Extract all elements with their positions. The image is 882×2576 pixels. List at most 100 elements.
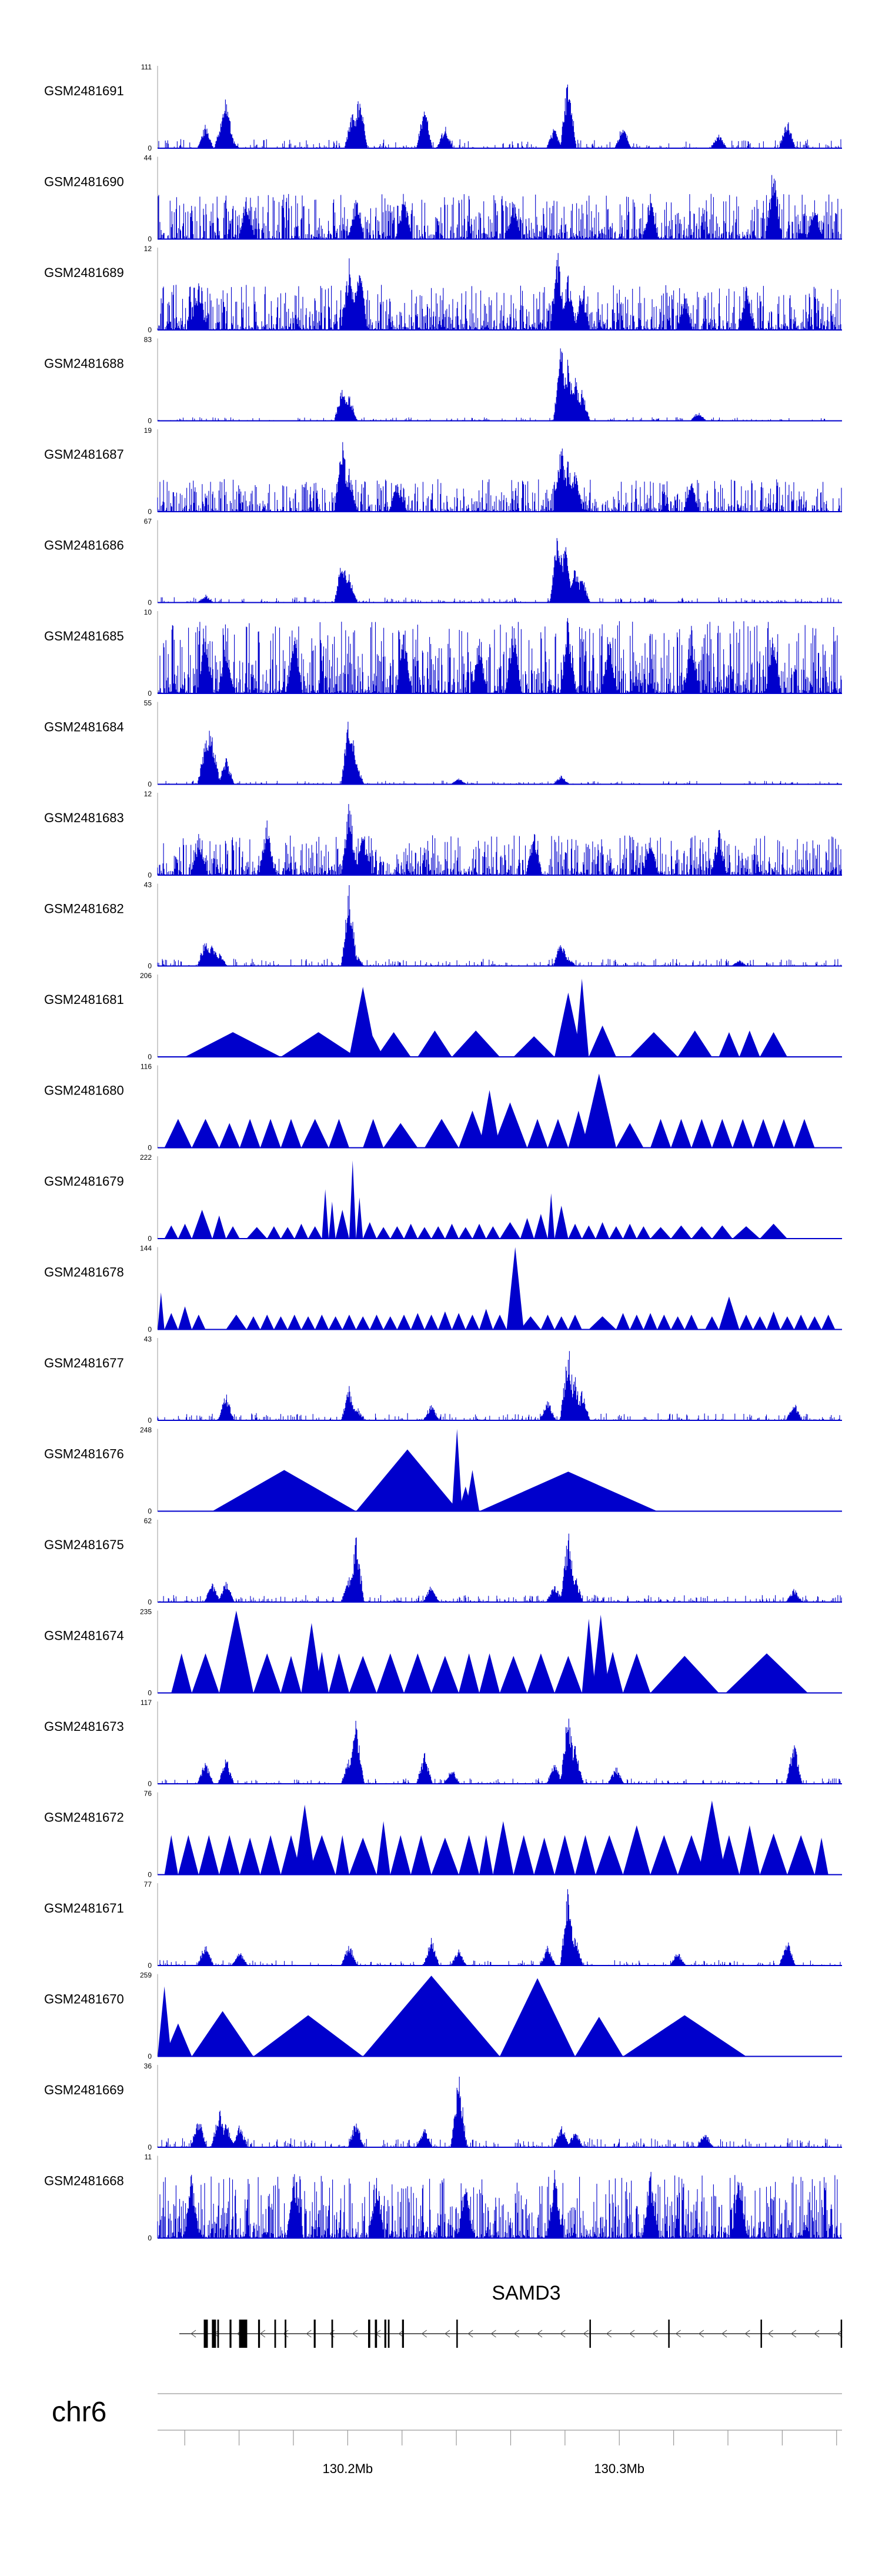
coverage-peak bbox=[356, 1030, 384, 1057]
track-ymax-label: 11 bbox=[145, 2153, 152, 2161]
coverage-peak bbox=[301, 1623, 322, 1693]
track-ymin-label: 0 bbox=[148, 599, 152, 607]
coverage-peak bbox=[691, 1226, 712, 1239]
strand-arrow bbox=[513, 2330, 520, 2338]
coverage-peak bbox=[239, 1119, 260, 1148]
coverage-peak bbox=[219, 1835, 240, 1875]
track-name: GSM2481687 bbox=[44, 447, 124, 462]
coverage-signal bbox=[161, 538, 839, 603]
coverage-peak bbox=[575, 1835, 596, 1875]
exon bbox=[285, 2320, 286, 2348]
coverage-peak bbox=[554, 992, 582, 1057]
coverage-peak bbox=[814, 1837, 828, 1875]
coverage-track: GSM2481690 44 0 bbox=[44, 154, 842, 243]
coverage-peak bbox=[164, 1835, 178, 1875]
track-name: GSM2481684 bbox=[44, 720, 124, 735]
coverage-peak bbox=[739, 1825, 760, 1875]
coverage-peak bbox=[198, 1835, 219, 1875]
exon bbox=[203, 2320, 208, 2348]
coverage-peak bbox=[417, 1227, 432, 1239]
coverage-peak bbox=[431, 1656, 459, 1693]
coverage-peak bbox=[363, 1222, 377, 1239]
track-ymin-label: 0 bbox=[148, 1598, 152, 1606]
track-ymin-label: 0 bbox=[148, 871, 152, 879]
coverage-peak bbox=[650, 1119, 671, 1148]
strand-arrow bbox=[490, 2330, 496, 2338]
coverage-signal bbox=[159, 1533, 842, 1602]
coverage-signal bbox=[162, 1719, 841, 1784]
coverage-peak bbox=[547, 1119, 569, 1148]
coverage-peak bbox=[602, 1651, 623, 1693]
coverage-peak bbox=[465, 1314, 480, 1330]
exon bbox=[239, 2320, 248, 2348]
coverage-peak bbox=[500, 1222, 520, 1239]
track-ymax-label: 222 bbox=[140, 1153, 152, 1162]
coverage-peak bbox=[363, 1119, 384, 1148]
track-name: GSM2481669 bbox=[44, 2083, 124, 2097]
strand-arrow bbox=[421, 2330, 427, 2338]
strand-arrow bbox=[675, 2330, 681, 2338]
strand-arrow bbox=[606, 2330, 612, 2338]
coverage-peak bbox=[308, 1226, 322, 1239]
coverage-peak bbox=[732, 1226, 760, 1239]
coverage-peak bbox=[540, 1314, 555, 1330]
coverage-peak bbox=[547, 1193, 555, 1239]
strand-arrow bbox=[191, 2330, 196, 2338]
coverage-peak bbox=[178, 1835, 199, 1875]
coverage-peak bbox=[342, 1314, 356, 1330]
coverage-peak bbox=[335, 1210, 349, 1239]
coverage-signal bbox=[157, 618, 842, 693]
track-ymin-label: 0 bbox=[148, 326, 152, 334]
coverage-peak bbox=[500, 1978, 576, 2057]
track-ymax-label: 77 bbox=[144, 1880, 152, 1888]
coverage-peak bbox=[760, 1833, 787, 1875]
coverage-peak bbox=[459, 1227, 473, 1239]
coverage-peak bbox=[356, 1449, 459, 1511]
coverage-peak bbox=[575, 979, 589, 1057]
track-ymax-label: 83 bbox=[144, 336, 152, 344]
track-ymin-label: 0 bbox=[148, 508, 152, 516]
coverage-peak bbox=[424, 1119, 459, 1148]
coverage-peak bbox=[410, 1835, 432, 1875]
coverage-peak bbox=[260, 1835, 281, 1875]
coverage-peak bbox=[609, 1226, 623, 1239]
coverage-track: GSM2481688 83 0 bbox=[44, 336, 842, 425]
strand-arrow bbox=[445, 2330, 450, 2338]
track-ymax-label: 19 bbox=[144, 426, 152, 435]
coverage-signal bbox=[157, 348, 831, 421]
track-name: GSM2481680 bbox=[44, 1083, 124, 1098]
coverage-track: GSM2481670 259 0 bbox=[44, 1971, 842, 2061]
track-name: GSM2481673 bbox=[44, 1719, 124, 1734]
coverage-peak bbox=[383, 1123, 418, 1148]
coverage-peak bbox=[424, 1314, 439, 1330]
coverage-peak bbox=[438, 1311, 452, 1330]
track-name: GSM2481681 bbox=[44, 992, 124, 1007]
coverage-peak bbox=[226, 1226, 240, 1239]
coverage-peak bbox=[479, 1309, 493, 1330]
exon bbox=[229, 2320, 232, 2348]
strand-arrow bbox=[744, 2330, 750, 2338]
strand-arrow bbox=[629, 2330, 635, 2338]
coverage-peak bbox=[404, 1223, 418, 1239]
track-ymin-label: 0 bbox=[148, 2143, 152, 2151]
coverage-peak bbox=[219, 1123, 240, 1148]
coverage-peak bbox=[239, 1837, 260, 1875]
track-ymax-label: 36 bbox=[144, 2062, 152, 2070]
coverage-track: GSM2481681 206 0 bbox=[44, 972, 842, 1061]
track-ymin-label: 0 bbox=[148, 417, 152, 425]
strand-arrow bbox=[306, 2330, 312, 2338]
coverage-peak bbox=[431, 1226, 445, 1239]
coverage-track: GSM2481686 67 0 bbox=[44, 518, 842, 607]
track-name: GSM2481690 bbox=[44, 175, 124, 189]
coverage-peak bbox=[554, 1316, 569, 1330]
strand-arrow bbox=[791, 2330, 797, 2338]
track-name: GSM2481674 bbox=[44, 1629, 124, 1643]
coverage-peak bbox=[212, 1215, 226, 1239]
coverage-peak bbox=[192, 2011, 253, 2057]
coverage-peak bbox=[766, 1311, 781, 1330]
coverage-peak bbox=[589, 1316, 616, 1330]
coverage-peak bbox=[329, 1119, 349, 1148]
coverage-peak bbox=[390, 1226, 405, 1239]
coverage-signal bbox=[157, 2170, 842, 2238]
